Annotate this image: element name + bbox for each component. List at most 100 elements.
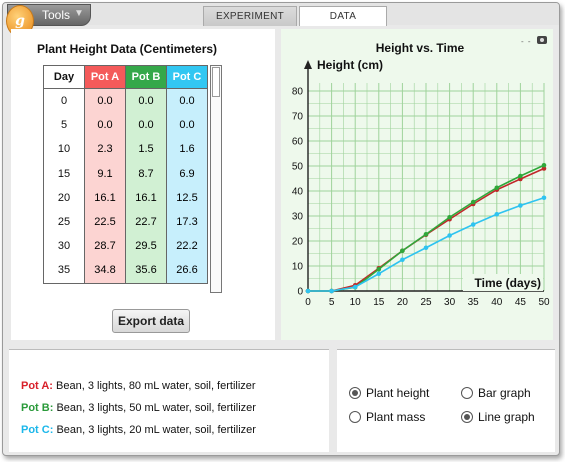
table-row: 20 16.1 16.1 12.5 xyxy=(43,185,208,210)
height-vs-time-chart: Height vs. Time Height (cm) 0 5 10 15 20 25 30… xyxy=(292,41,550,309)
table-scrollbar[interactable] xyxy=(210,65,222,293)
data-point-pot_c xyxy=(541,195,547,201)
legend-pot-a-text: Bean, 3 lights, 80 mL water, soil, ferti… xyxy=(56,380,256,392)
radio-plant-height[interactable]: Plant height xyxy=(349,386,429,400)
cell-day: 25 xyxy=(43,209,85,235)
cell-pot-b: 8.7 xyxy=(125,161,167,186)
cell-pot-a: 28.7 xyxy=(84,234,126,259)
scrollbar-thumb[interactable] xyxy=(212,67,220,97)
data-point-pot_b xyxy=(423,231,429,237)
y-tick-label: 30 xyxy=(292,212,304,223)
x-tick-label: 45 xyxy=(515,297,527,308)
x-tick-label: 50 xyxy=(538,297,550,308)
y-axis-arrow-icon xyxy=(304,60,312,69)
cell-day: 10 xyxy=(43,137,85,162)
table-row: 30 28.7 29.5 22.2 xyxy=(43,234,208,259)
data-point-pot_c xyxy=(470,222,476,227)
radio-dot-selected[interactable] xyxy=(461,411,473,423)
radio-label: Line graph xyxy=(478,410,535,424)
export-data-button[interactable]: Export data xyxy=(112,309,190,333)
radio-bar-graph[interactable]: Bar graph xyxy=(461,386,531,400)
data-point-pot_c xyxy=(376,271,382,277)
cell-pot-c: 26.6 xyxy=(166,258,208,284)
cell-pot-a: 9.1 xyxy=(84,161,126,186)
data-point-pot_c xyxy=(400,257,405,263)
y-tick-label: 40 xyxy=(292,187,304,198)
cell-pot-a: 34.8 xyxy=(84,258,126,284)
graph-options-panel: Plant height Plant mass Bar graph Line g… xyxy=(337,349,555,452)
data-point-pot_a xyxy=(541,166,547,171)
x-tick-label: 40 xyxy=(491,297,503,308)
tab-data[interactable]: DATA xyxy=(299,6,387,26)
y-tick-label: 80 xyxy=(292,87,304,98)
series-lines xyxy=(305,162,547,294)
y-tick-label: 10 xyxy=(292,262,304,273)
cell-day: 0 xyxy=(43,88,85,114)
cell-day: 20 xyxy=(43,185,85,210)
legend-pot-b: Pot B: Bean, 3 lights, 50 mL water, soil… xyxy=(21,402,256,414)
cell-pot-c: 17.3 xyxy=(166,209,208,235)
tick-labels: 0 5 10 15 20 25 30 35 40 45 50 0 10 20 30 40 50 60 70 80 xyxy=(292,87,550,309)
x-tick-label: 0 xyxy=(305,297,311,308)
header-pot-b: Pot B xyxy=(125,65,167,89)
cell-day: 5 xyxy=(43,113,85,138)
y-tick-label: 70 xyxy=(292,112,304,123)
graph-panel: - - Height vs. Time Height (cm) 0 5 10 15 20… xyxy=(281,29,553,340)
y-tick-label: 20 xyxy=(292,237,304,248)
table-row: 5 0.0 0.0 0.0 xyxy=(43,113,208,138)
plant-height-table: Day Pot A Pot B Pot C 0 0.0 0.0 0.0 5 0.… xyxy=(43,65,208,284)
x-tick-label: 5 xyxy=(329,297,335,308)
data-point-pot_b xyxy=(400,248,405,254)
cell-pot-b: 35.6 xyxy=(125,258,167,284)
cell-pot-c: 1.6 xyxy=(166,137,208,162)
cell-pot-a: 22.5 xyxy=(84,209,126,235)
data-point-pot_c xyxy=(518,203,523,208)
app-window: Tools ▼ g EXPERIMENT DATA Plant Height D… xyxy=(2,2,560,456)
cell-day: 30 xyxy=(43,234,85,259)
legend-pot-b-label: Pot B: xyxy=(21,402,54,414)
radio-label: Plant mass xyxy=(366,410,426,424)
chevron-down-icon: ▼ xyxy=(74,8,84,19)
data-point-pot_c xyxy=(423,245,429,251)
legend-pot-a: Pot A: Bean, 3 lights, 80 mL water, soil… xyxy=(21,380,256,392)
x-tick-label: 25 xyxy=(420,297,432,308)
radio-dot[interactable] xyxy=(461,387,473,399)
radio-dot-selected[interactable] xyxy=(349,387,361,399)
radio-plant-mass[interactable]: Plant mass xyxy=(349,410,425,424)
data-point-pot_b xyxy=(494,185,500,191)
y-tick-label: 0 xyxy=(297,287,303,298)
cell-pot-b: 22.7 xyxy=(125,209,167,235)
radio-dot[interactable] xyxy=(349,411,361,423)
camera-icon[interactable] xyxy=(537,36,547,44)
cell-pot-a: 0.0 xyxy=(84,113,126,138)
header-pot-c: Pot C xyxy=(166,65,208,89)
tab-experiment[interactable]: EXPERIMENT xyxy=(203,6,297,26)
legend-pot-c-text: Bean, 3 lights, 20 mL water, soil, ferti… xyxy=(56,424,256,436)
cell-pot-a: 2.3 xyxy=(84,137,126,162)
radio-label: Bar graph xyxy=(478,386,531,400)
cell-pot-c: 0.0 xyxy=(166,113,208,138)
x-tick-label: 30 xyxy=(444,297,456,308)
cell-pot-b: 29.5 xyxy=(125,234,167,259)
table-row: 25 22.5 22.7 17.3 xyxy=(43,209,208,235)
cell-pot-a: 16.1 xyxy=(84,185,126,210)
header-pot-a: Pot A xyxy=(84,65,126,89)
y-axis-label: Height (cm) xyxy=(317,58,383,72)
minimize-icon[interactable]: - - xyxy=(521,37,532,46)
y-tick-label: 60 xyxy=(292,137,304,148)
data-point-pot_b xyxy=(447,214,452,220)
data-point-pot_b xyxy=(518,173,523,179)
x-tick-label: 15 xyxy=(373,297,385,308)
data-point-pot_b xyxy=(470,199,476,205)
x-axis-label: Time (days) xyxy=(475,276,541,290)
chart-axes xyxy=(304,60,544,292)
cell-day: 35 xyxy=(43,258,85,284)
data-point-pot_c xyxy=(494,211,500,217)
table-row: 0 0.0 0.0 0.0 xyxy=(43,88,208,114)
table-row: 35 34.8 35.6 26.6 xyxy=(43,258,208,284)
cell-pot-c: 12.5 xyxy=(166,185,208,210)
x-label-bg xyxy=(463,274,543,291)
chart-grid xyxy=(307,83,545,292)
radio-line-graph[interactable]: Line graph xyxy=(461,410,535,424)
tools-label: Tools xyxy=(42,8,71,22)
